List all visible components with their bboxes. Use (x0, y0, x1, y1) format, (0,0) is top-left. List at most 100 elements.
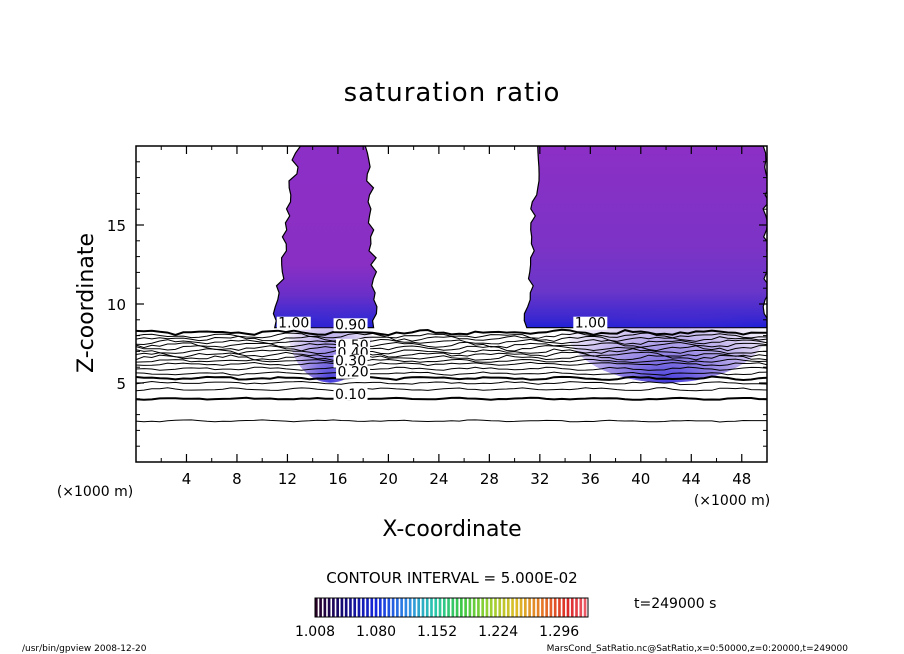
colorbar-swatch (477, 598, 480, 617)
z-tick-label: 10 (107, 296, 126, 314)
colorbar-swatch (408, 598, 412, 617)
contour-line (136, 366, 767, 371)
x-tick-label: 40 (631, 470, 650, 488)
x-tick-label: 12 (278, 470, 297, 488)
colorbar-swatch (327, 598, 331, 617)
contour-interval-text: CONTOUR INTERVAL = 5.000E-02 (326, 569, 577, 587)
contour-line (136, 345, 767, 352)
supersaturated-fill-group (272, 146, 767, 383)
colorbar-swatch (344, 598, 348, 617)
x-tick-label: 24 (429, 470, 448, 488)
contour-labels-group: 1.00 1.000.900.500.400.300.200.10 (276, 316, 608, 403)
contour-line (136, 380, 767, 386)
x-tick-label: 28 (480, 470, 499, 488)
contour-label: 0.90 (335, 317, 366, 333)
colorbar-swatch (383, 598, 386, 617)
colorbar-swatch (541, 598, 544, 617)
chart-title: saturation ratio (344, 78, 561, 108)
colorbar-swatch (528, 598, 531, 617)
contour-label: 0.20 (337, 365, 368, 381)
contour-line (136, 338, 767, 346)
x-unit-label: (×1000 m) (694, 493, 770, 509)
colorbar-swatch (378, 598, 382, 617)
contour-line (136, 354, 767, 361)
contour-line (136, 348, 767, 355)
colorbar-swatch (558, 598, 561, 617)
colorbar-swatch (575, 598, 578, 617)
contour-line (136, 328, 767, 337)
colorbar-swatch (502, 598, 506, 617)
colorbar-swatch (532, 598, 536, 617)
x-tick-label: 20 (379, 470, 398, 488)
colorbar-swatch (336, 598, 339, 617)
colorbar-swatch (494, 598, 497, 617)
contour-label: 1.00 (575, 316, 606, 332)
contour-label-bg (336, 365, 371, 379)
x-tick-label: 48 (732, 470, 751, 488)
colorbar-swatch (396, 598, 399, 617)
footer-right: MarsCond_SatRatio.nc@SatRatio,x=0:50000,… (547, 644, 849, 654)
colorbar-swatch (511, 598, 514, 617)
colorbar-swatch (485, 598, 489, 617)
footer-left: /usr/bin/gpview 2008-12-20 (22, 644, 147, 654)
x-axis-title: X-coordinate (382, 517, 521, 542)
colorbar-swatch (438, 598, 442, 617)
colorbar-swatch (545, 598, 548, 617)
colorbar-tick-label: 1.224 (478, 624, 518, 640)
colorbar-swatch (519, 598, 523, 617)
colorbar-swatch (442, 598, 446, 617)
colorbar-swatch (404, 598, 408, 617)
colorbar-swatch (498, 598, 502, 617)
contour-line (136, 361, 767, 367)
contour-label: 1.00 (278, 316, 309, 332)
colorbar-swatch (506, 598, 510, 617)
colorbar-swatch (515, 598, 519, 617)
colorbar-swatch (353, 598, 357, 617)
colorbar-swatch (460, 598, 463, 617)
x-tick-label: 16 (328, 470, 347, 488)
colorbar-frame (314, 597, 589, 618)
contour-line (136, 387, 767, 392)
x-tick-label: 36 (581, 470, 600, 488)
z-tick-label: 5 (116, 375, 126, 393)
colorbar-swatch (562, 598, 566, 617)
z-unit-label: (×1000 m) (57, 484, 133, 500)
colorbar-swatch (387, 598, 391, 617)
contour-line (136, 396, 767, 401)
contour-line (136, 358, 767, 364)
colorbar-swatch (425, 598, 429, 617)
colorbar-swatch (357, 598, 361, 617)
colorbar-swatch (434, 598, 438, 617)
contour-label: 0.10 (335, 387, 366, 403)
colorbar-swatch (340, 598, 344, 617)
colorbar-tick-label: 1.296 (539, 624, 579, 640)
colorbar-swatch (374, 598, 378, 617)
colorbar-swatch (430, 598, 433, 617)
colorbar-swatch (472, 598, 476, 617)
x-tick-label: 32 (530, 470, 549, 488)
colorbar-tick-label: 1.008 (295, 624, 335, 640)
z-tick-label: 15 (107, 217, 126, 235)
colorbar-swatch (349, 598, 352, 617)
colorbar-swatch (417, 598, 421, 617)
colorbar (315, 598, 587, 617)
colorbar-swatch (323, 598, 327, 617)
colorbar-swatch (579, 598, 583, 617)
colorbar-swatch (566, 598, 570, 617)
colorbar-swatch (524, 598, 527, 617)
contour-line (136, 332, 767, 339)
x-tick-label: 44 (682, 470, 701, 488)
colorbar-swatch (455, 598, 459, 617)
colorbar-swatch (370, 598, 374, 617)
contour-line (136, 419, 767, 423)
colorbar-swatch (447, 598, 450, 617)
colorbar-swatch (332, 598, 335, 617)
colorbar-swatch (421, 598, 425, 617)
colorbar-swatch (366, 598, 369, 617)
colorbar-swatch (464, 598, 467, 617)
contour-label-bg (333, 354, 368, 368)
colorbar-swatch (413, 598, 416, 617)
contour-label-bg (333, 387, 368, 401)
